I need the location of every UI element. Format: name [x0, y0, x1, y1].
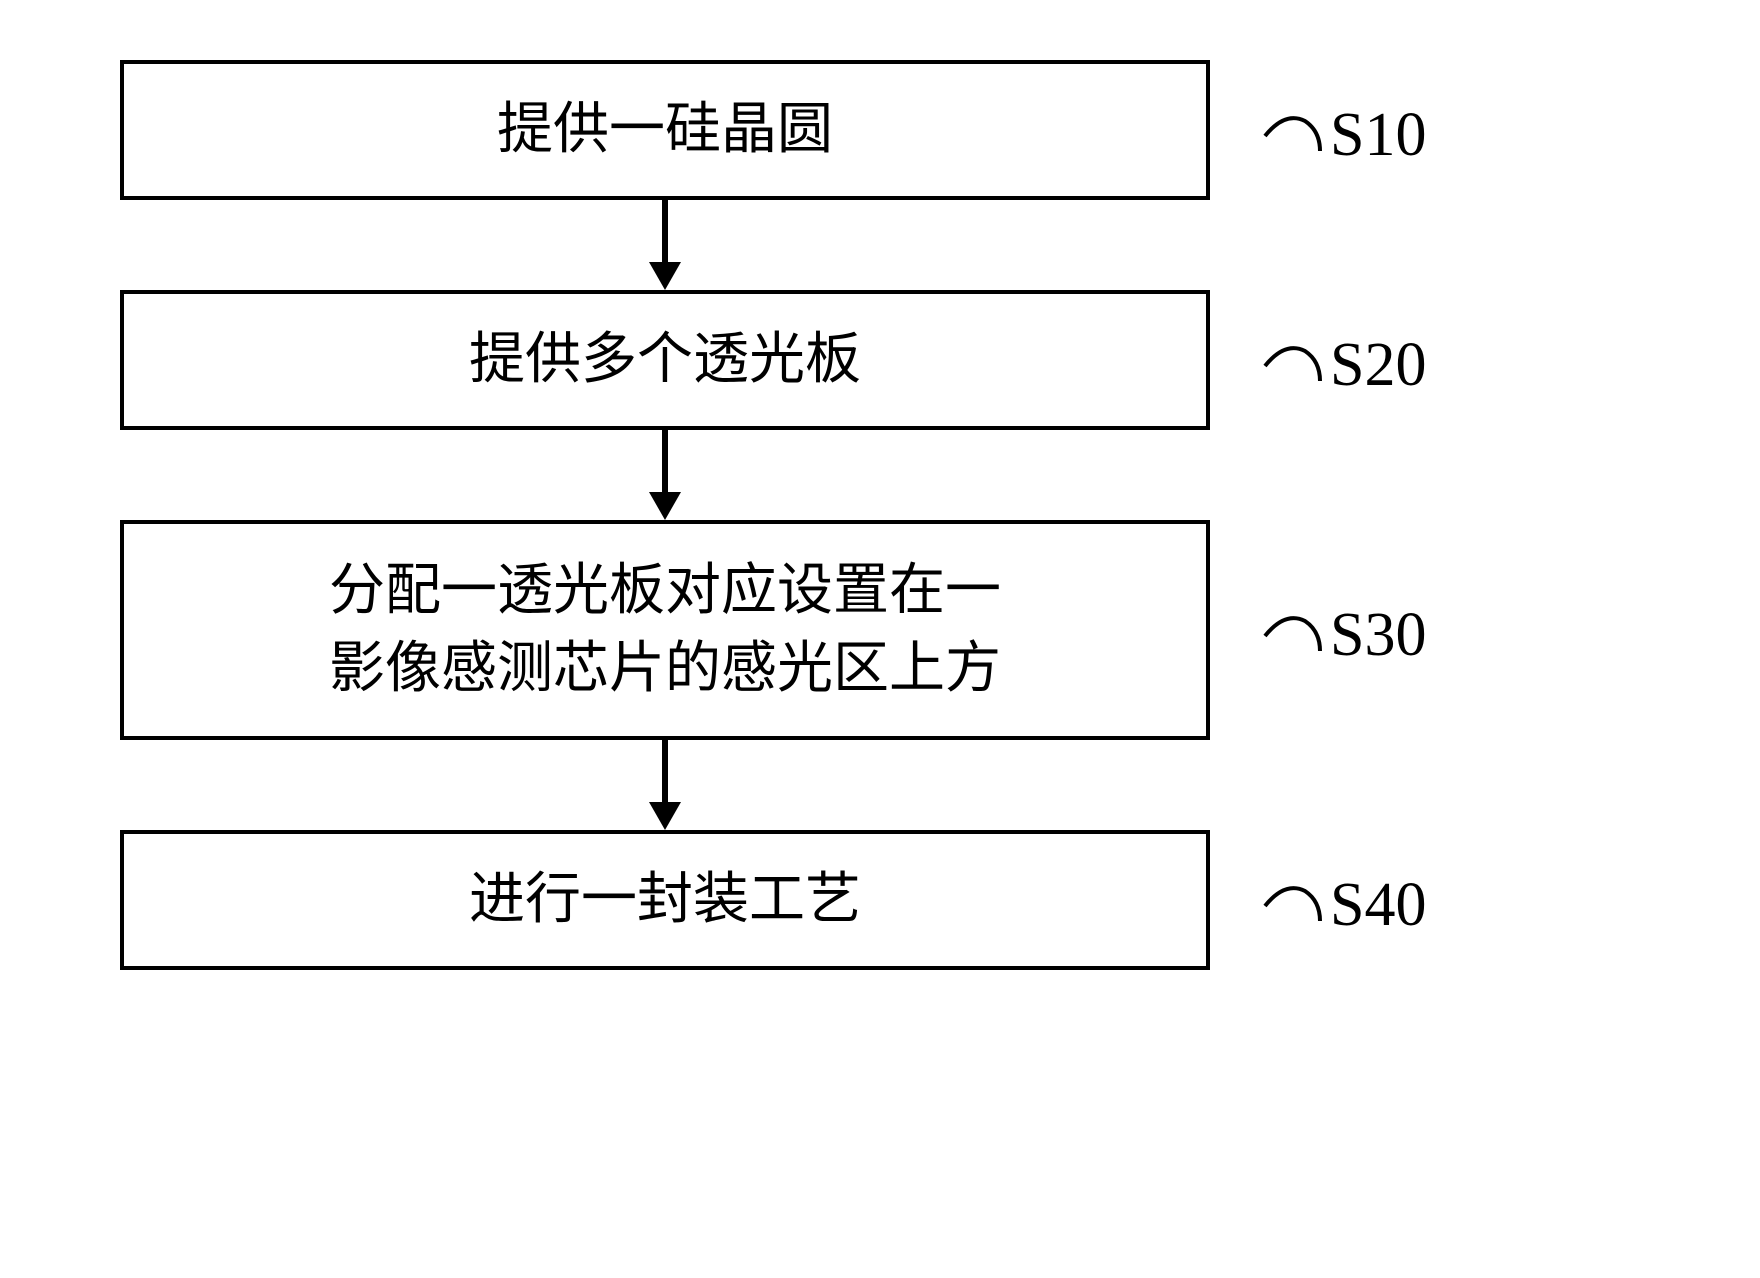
- step-text-2: 提供多个透光板: [469, 321, 861, 399]
- step-row-4: 进行一封装工艺 S40: [120, 830, 1640, 970]
- step-label-text-1: S10: [1330, 100, 1426, 171]
- step-label-1: S10: [1260, 100, 1426, 171]
- step-label-text-3: S30: [1330, 600, 1426, 671]
- arrow-2: [120, 430, 1210, 520]
- connector-curve-icon: [1260, 876, 1330, 936]
- step-text-3: 分配一透光板对应设置在一 影像感测芯片的感光区上方: [329, 552, 1001, 709]
- step-label-text-2: S20: [1330, 330, 1426, 401]
- connector-curve-icon: [1260, 336, 1330, 396]
- step-box-4: 进行一封装工艺: [120, 830, 1210, 970]
- step-row-2: 提供多个透光板 S20: [120, 290, 1640, 430]
- step-label-text-4: S40: [1330, 870, 1426, 941]
- connector-curve-icon: [1260, 606, 1330, 666]
- arrow-3: [120, 740, 1210, 830]
- step-label-4: S40: [1260, 870, 1426, 941]
- step-row-1: 提供一硅晶圆 S10: [120, 60, 1640, 200]
- step-box-2: 提供多个透光板: [120, 290, 1210, 430]
- connector-curve-icon: [1260, 106, 1330, 166]
- step-label-3: S30: [1260, 600, 1426, 671]
- step-box-3: 分配一透光板对应设置在一 影像感测芯片的感光区上方: [120, 520, 1210, 740]
- step-label-2: S20: [1260, 330, 1426, 401]
- arrow-1: [120, 200, 1210, 290]
- step-row-3: 分配一透光板对应设置在一 影像感测芯片的感光区上方 S30: [120, 520, 1640, 740]
- flowchart-container: 提供一硅晶圆 S10 提供多个透光板 S20: [120, 60, 1640, 970]
- step-text-4: 进行一封装工艺: [469, 861, 861, 939]
- step-text-1: 提供一硅晶圆: [497, 91, 833, 169]
- step-box-1: 提供一硅晶圆: [120, 60, 1210, 200]
